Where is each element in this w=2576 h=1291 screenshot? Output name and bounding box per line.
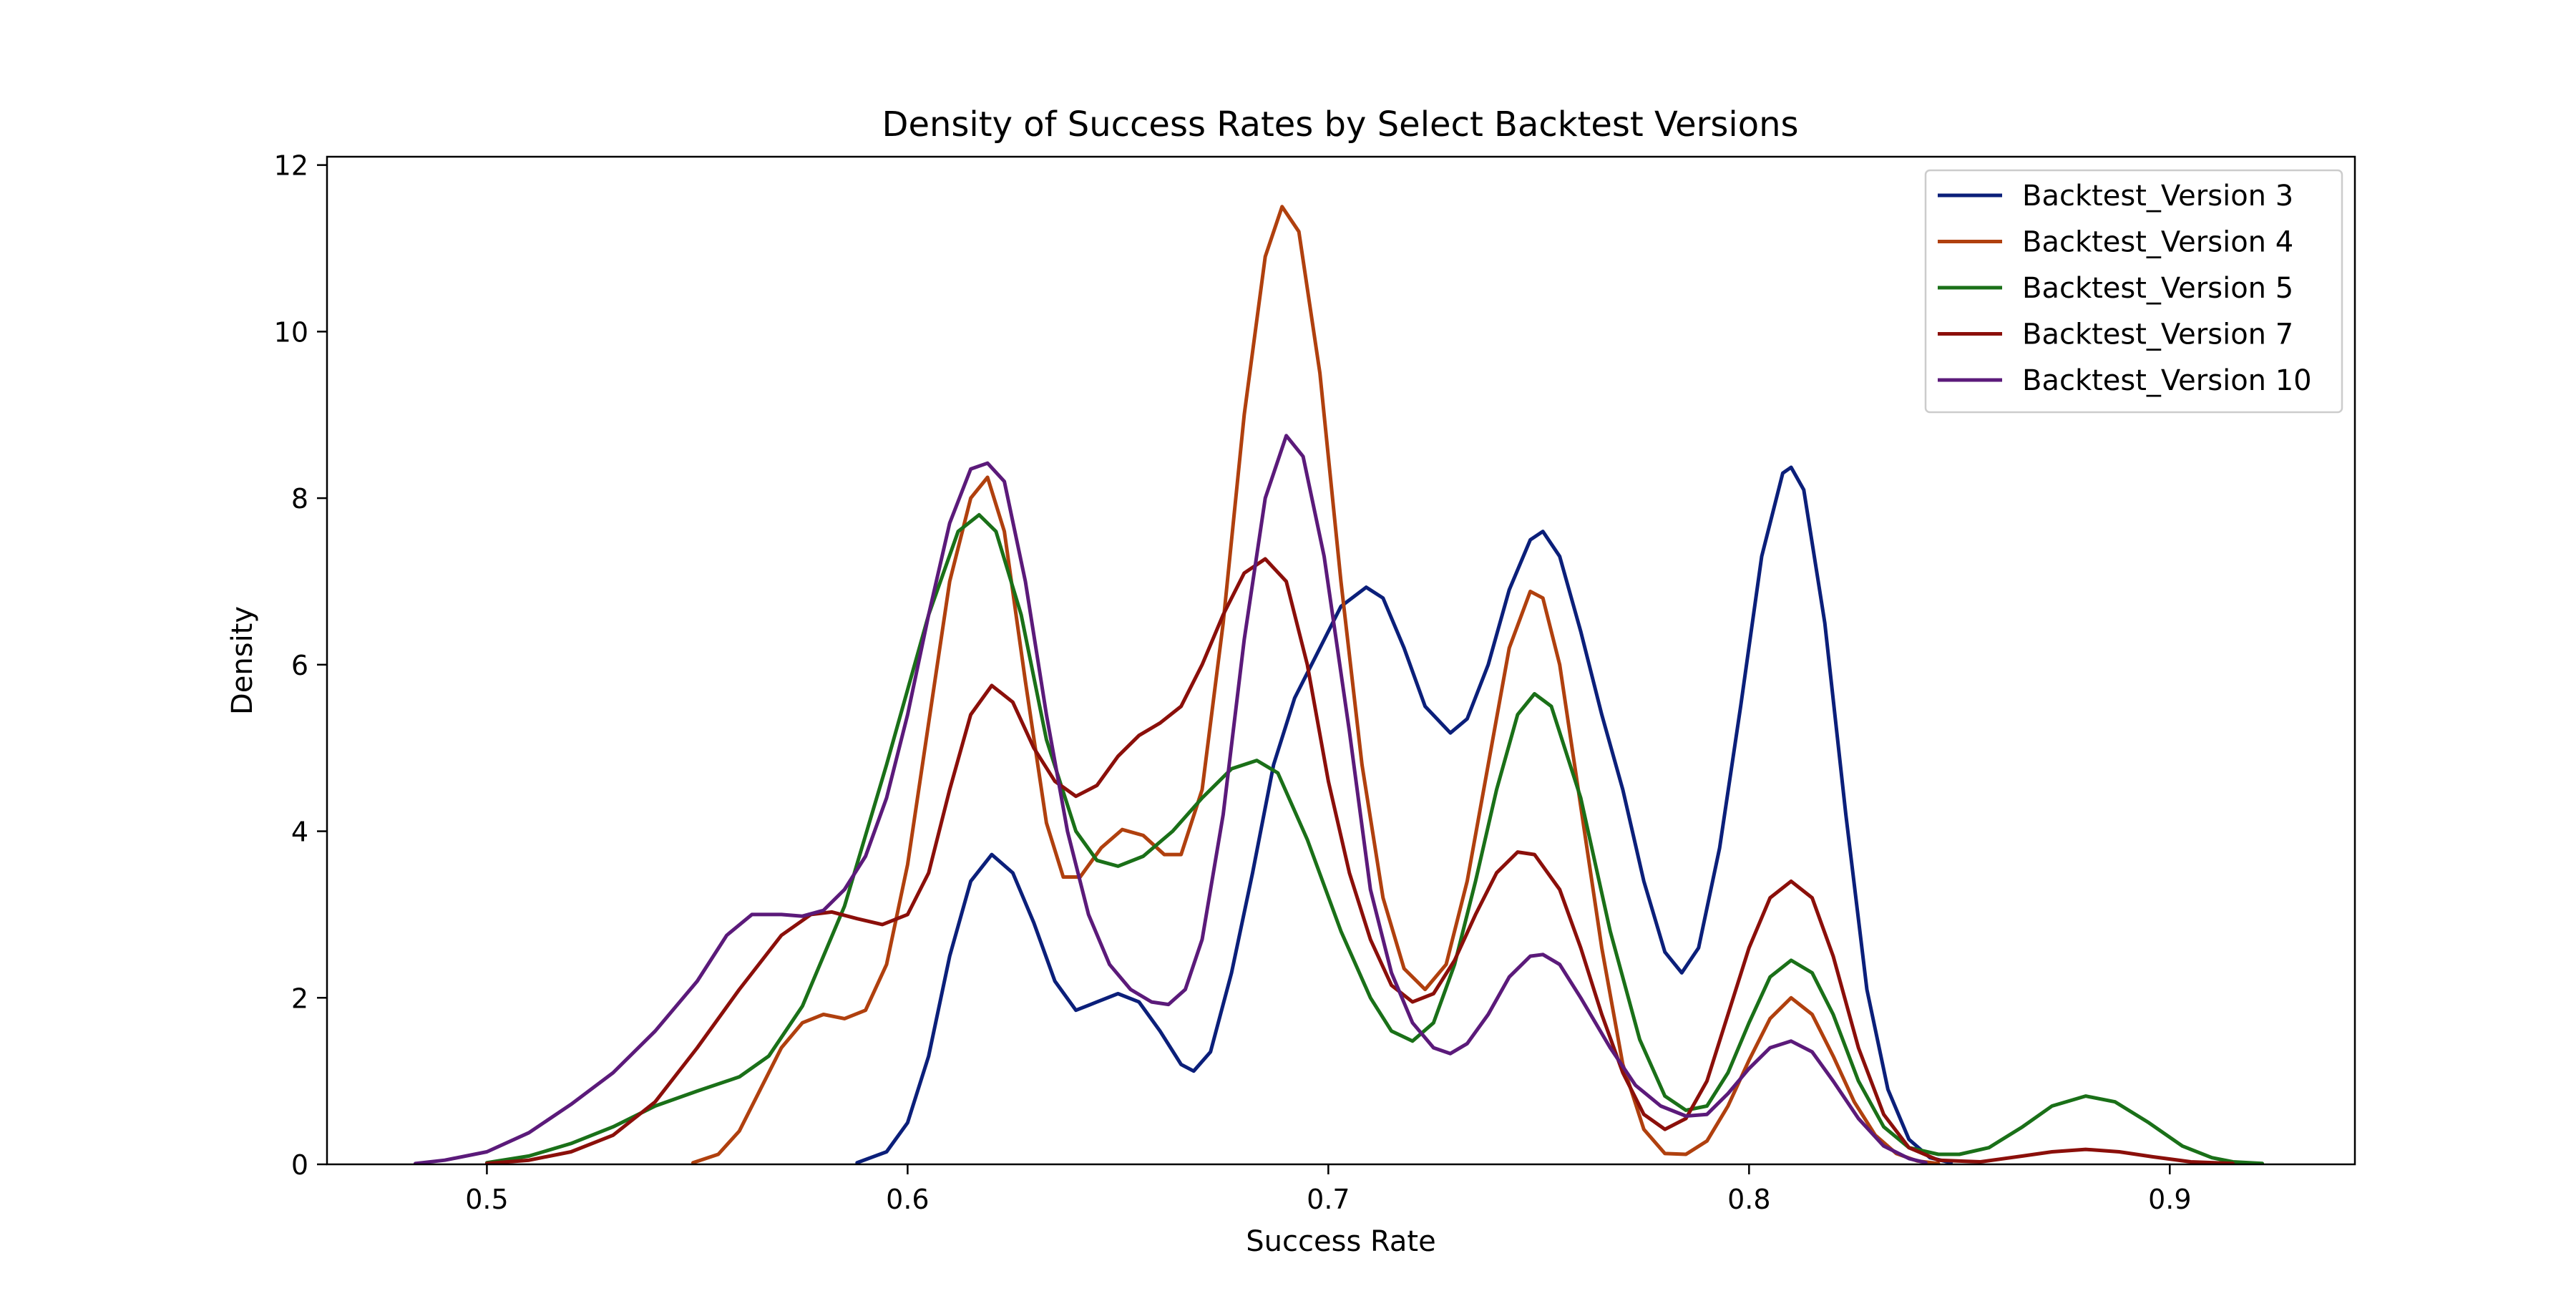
series-line-1	[855, 465, 1953, 1164]
series-line-2	[691, 205, 1941, 1164]
series-line-4	[484, 557, 2235, 1164]
legend-label-2: Backtest_Version 4	[2022, 226, 2293, 259]
legend-label-5: Backtest_Version 10	[2022, 364, 2312, 397]
y-tick-label: 4	[291, 817, 308, 848]
series-line-5	[414, 434, 1928, 1164]
y-tick-label: 6	[291, 650, 308, 681]
x-axis-label: Success Rate	[1246, 1225, 1435, 1258]
series-line-3	[484, 512, 2265, 1164]
x-tick-label: 0.6	[886, 1184, 929, 1215]
x-tick-label: 0.9	[2148, 1184, 2191, 1215]
legend-box	[1924, 169, 2343, 414]
legend-label-3: Backtest_Version 5	[2022, 272, 2293, 305]
plot-frame	[326, 155, 2356, 1166]
y-axis-label: Density	[226, 606, 259, 715]
chart-title: Density of Success Rates by Select Backt…	[882, 104, 1798, 145]
legend-label-4: Backtest_Version 7	[2022, 318, 2293, 351]
y-tick-label: 10	[274, 316, 308, 348]
plot-area	[414, 205, 2265, 1164]
x-tick-label: 0.8	[1727, 1184, 1770, 1215]
x-axis: 0.5 0.6 0.7 0.8 0.9	[465, 1164, 2192, 1215]
y-axis: 0 2 4 6 8 10 12	[274, 150, 327, 1181]
x-tick-label: 0.7	[1307, 1184, 1350, 1215]
legend: Backtest_Version 3 Backtest_Version 4 Back…	[1924, 169, 2343, 414]
y-tick-label: 0	[291, 1149, 308, 1181]
legend-label-1: Backtest_Version 3	[2022, 180, 2293, 213]
y-tick-label: 12	[274, 150, 308, 182]
y-tick-label: 2	[291, 983, 308, 1014]
x-tick-label: 0.5	[465, 1184, 508, 1215]
y-tick-label: 8	[291, 483, 308, 515]
